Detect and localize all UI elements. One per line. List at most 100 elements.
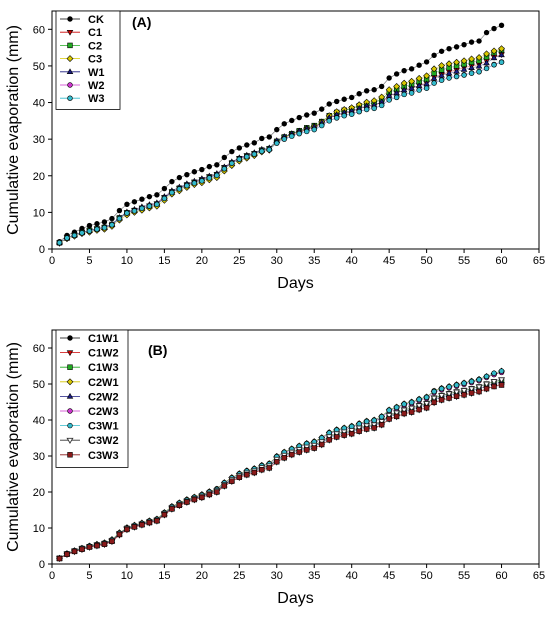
data-point [214, 162, 220, 168]
x-tick-label: 0 [49, 570, 55, 582]
data-point [244, 472, 250, 478]
legend-label: C2 [88, 40, 102, 52]
data-point [453, 44, 460, 50]
x-tick-label: 20 [196, 255, 208, 267]
data-point [491, 25, 497, 32]
legend: C1W1 C1W2 C1W3 C2W1 C2W2 C2W3 C3W1 C3W2 C3W3 [55, 329, 129, 468]
data-point [236, 145, 243, 151]
legend-marker [67, 16, 73, 22]
data-point [356, 108, 362, 115]
data-point [221, 154, 228, 161]
data-point [446, 75, 452, 81]
x-tick-label: 0 [49, 255, 55, 267]
data-point [483, 29, 490, 36]
legend-marker [67, 82, 73, 88]
data-point [124, 526, 130, 533]
data-point [334, 434, 340, 440]
data-point [363, 423, 371, 430]
legend-marker [66, 392, 74, 399]
data-point [370, 422, 378, 429]
data-point [378, 83, 385, 90]
data-point [94, 542, 100, 549]
data-point [109, 538, 115, 545]
data-point [400, 79, 408, 87]
data-point [221, 166, 228, 172]
data-point [408, 77, 416, 85]
data-point [109, 222, 115, 228]
data-point [475, 54, 483, 61]
data-point [483, 65, 490, 72]
data-point [498, 377, 506, 384]
legend-label: W2 [88, 80, 105, 92]
data-point [124, 201, 130, 208]
data-point [184, 182, 190, 189]
x-tick-label: 35 [308, 255, 320, 267]
y-tick-label: 60 [33, 24, 45, 36]
data-point [475, 384, 483, 391]
x-tick-label: 20 [196, 570, 208, 582]
data-point [244, 142, 250, 148]
data-point [445, 60, 453, 68]
data-point [334, 98, 340, 105]
chart-panel-b: 0 5 10 15 20 25 30 35 40 45 50 55 60 65 0 10 20 30 40 50 60 D… [5, 329, 545, 607]
legend-marker [66, 68, 74, 75]
panel-label: (B) [148, 342, 167, 358]
data-point [341, 113, 347, 119]
data-point [371, 105, 377, 112]
data-point [491, 383, 497, 390]
series-ck [56, 22, 505, 245]
series-c3w3 [56, 382, 505, 562]
data-point [438, 385, 445, 392]
x-tick-label: 10 [121, 255, 133, 267]
legend-marker [67, 452, 73, 458]
data-point [139, 522, 145, 528]
data-point [251, 140, 257, 146]
data-point [319, 441, 325, 448]
data-point [169, 506, 175, 512]
data-point [191, 496, 198, 503]
data-point [154, 518, 160, 524]
data-point [154, 192, 160, 198]
data-point [401, 410, 407, 417]
data-point [146, 203, 153, 209]
x-tick-label: 5 [86, 570, 92, 582]
x-tick-label: 35 [308, 570, 320, 582]
data-point [431, 388, 437, 395]
x-tick-label: 25 [233, 570, 245, 582]
data-point [274, 140, 280, 146]
series-w3 [56, 59, 505, 246]
data-point [468, 390, 475, 396]
data-point [131, 199, 138, 205]
data-point [371, 417, 377, 424]
legend-box [55, 10, 121, 110]
data-point [176, 174, 183, 181]
data-point [124, 210, 130, 216]
data-point [393, 94, 400, 101]
y-tick-label: 20 [33, 171, 45, 183]
data-point [161, 511, 168, 518]
y-axis-title: Cumulative evaporation (mm) [5, 342, 22, 552]
legend-label: C1 [88, 27, 102, 39]
data-point [356, 91, 362, 97]
data-point [333, 431, 341, 438]
legend-label: CK [88, 14, 104, 26]
data-point [56, 240, 63, 246]
data-point [401, 401, 407, 407]
y-tick-label: 30 [33, 451, 45, 463]
data-point [423, 85, 430, 91]
data-point [446, 395, 452, 401]
data-point [491, 370, 497, 376]
data-point [236, 474, 243, 480]
data-point [79, 546, 85, 552]
data-point [401, 91, 407, 98]
data-point [378, 102, 385, 109]
legend-marker [66, 29, 74, 36]
data-point [416, 87, 422, 93]
data-point [423, 401, 431, 408]
y-axis-title: Cumulative evaporation (mm) [5, 25, 22, 235]
data-point [334, 115, 340, 121]
data-point [244, 154, 250, 160]
data-point [161, 195, 168, 202]
data-point [116, 207, 123, 214]
data-point [386, 416, 392, 422]
